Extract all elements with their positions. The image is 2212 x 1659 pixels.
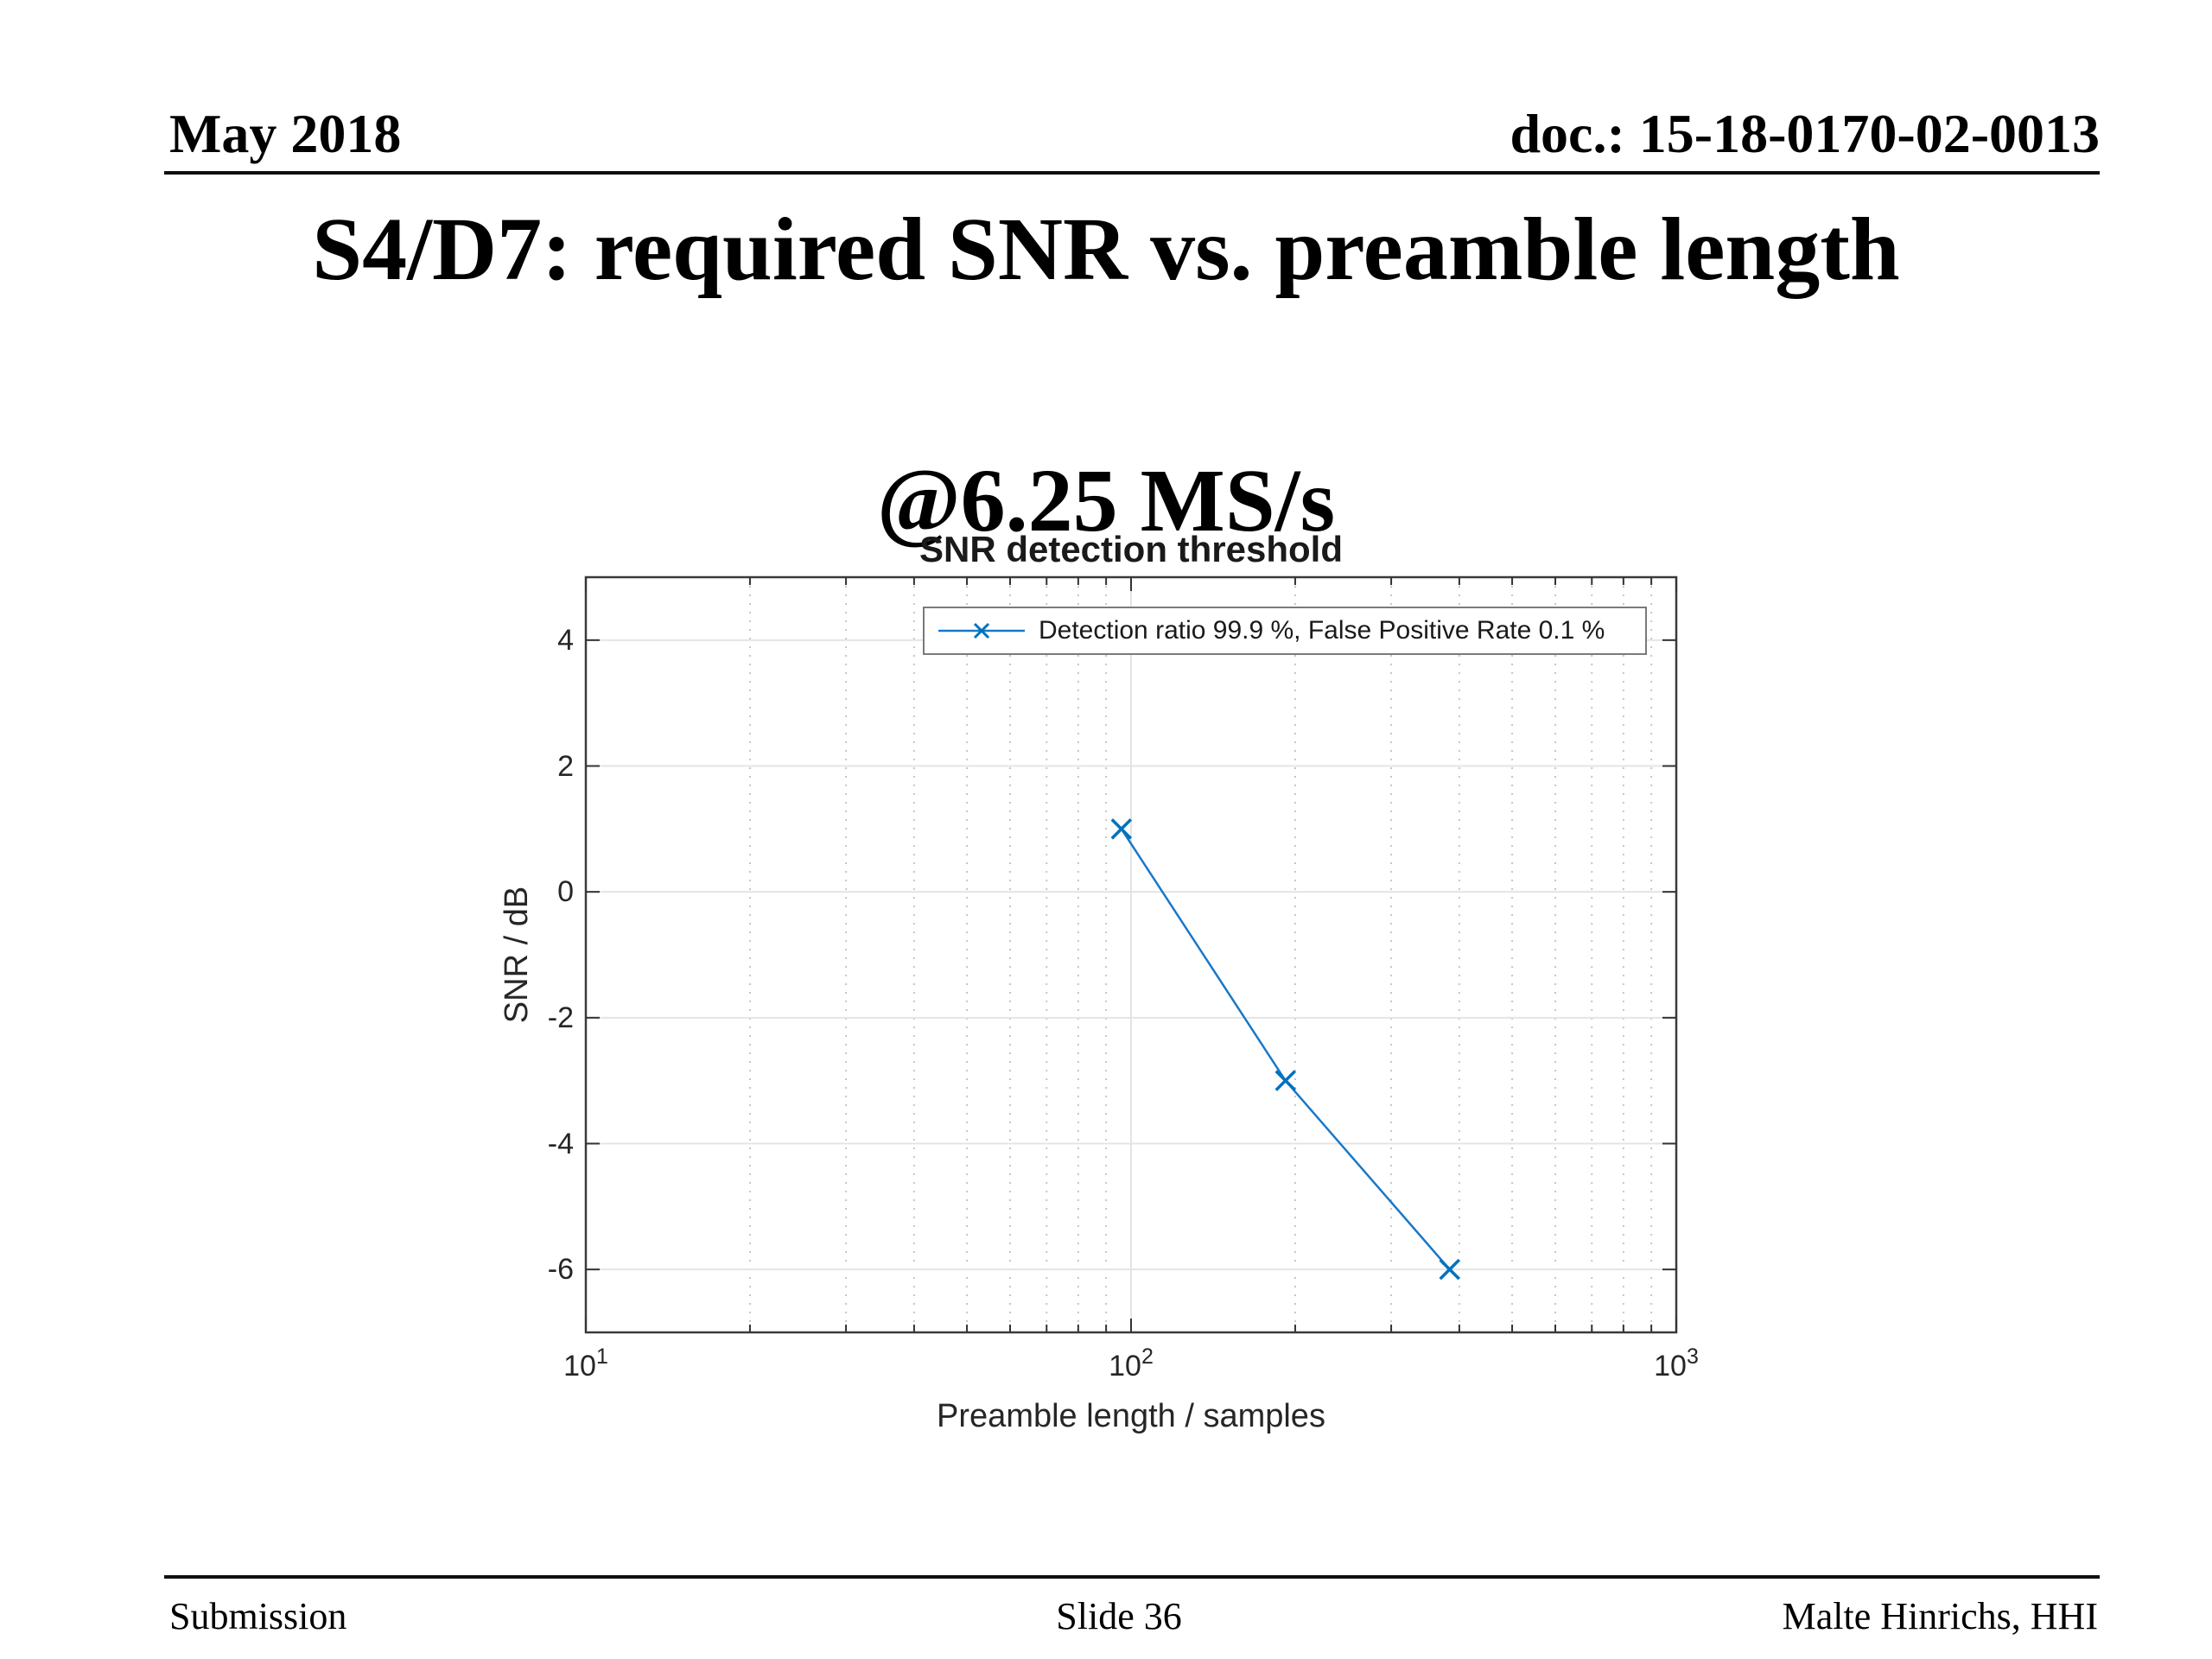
x-tick-base: 10 xyxy=(1654,1350,1687,1382)
footer-submission: Submission xyxy=(169,1595,347,1637)
x-axis-label: Preamble length / samples xyxy=(937,1398,1325,1434)
x-tick-exponent: 1 xyxy=(595,1344,608,1369)
x-tick-base: 10 xyxy=(563,1350,596,1382)
slide-title: S4/D7: required SNR vs. preamble length … xyxy=(0,187,2212,564)
slide-title-line1: S4/D7: required SNR vs. preamble length xyxy=(312,200,1900,299)
data-point-marker xyxy=(1439,1258,1460,1281)
y-tick-label: 4 xyxy=(557,623,574,657)
data-point-marker xyxy=(1110,818,1133,840)
legend-entry-label: Detection ratio 99.9 %, False Positive R… xyxy=(1039,616,1605,645)
slide-title-line2: @6.25 MS/s xyxy=(876,451,1336,551)
y-tick-label: 0 xyxy=(557,875,574,909)
x-tick-label: 102 xyxy=(1045,1346,1217,1383)
chart-legend: Detection ratio 99.9 %, False Positive R… xyxy=(923,607,1647,655)
footer-divider xyxy=(164,1575,2100,1579)
axis-ticks xyxy=(585,577,1677,1332)
legend-line-sample xyxy=(938,622,1025,639)
y-tick-label: 2 xyxy=(557,749,574,783)
y-tick-label: -6 xyxy=(547,1253,574,1287)
data-series xyxy=(1110,818,1460,1281)
data-point-marker xyxy=(1274,1070,1296,1091)
x-tick-exponent: 2 xyxy=(1141,1344,1154,1369)
series-line xyxy=(1120,828,1451,1270)
chart-title: SNR detection threshold xyxy=(918,529,1344,569)
x-tick-label: 101 xyxy=(499,1346,672,1383)
y-tick-label: -4 xyxy=(547,1127,574,1160)
header-divider xyxy=(164,171,2100,175)
y-axis-label: SNR / dB xyxy=(499,886,535,1024)
x-tick-exponent: 3 xyxy=(1686,1344,1699,1369)
header-date: May 2018 xyxy=(169,103,402,164)
footer-author: Malte Hinrichs, HHI xyxy=(1782,1595,2098,1637)
x-tick-label: 103 xyxy=(1590,1346,1763,1383)
minor-gridlines xyxy=(748,577,1653,1332)
x-tick-base: 10 xyxy=(1109,1350,1141,1382)
footer-slide-number: Slide 36 xyxy=(1056,1595,1182,1637)
header-doc-number: doc.: 15-18-0170-02-0013 xyxy=(1510,103,2100,164)
y-tick-label: -2 xyxy=(547,1001,574,1034)
